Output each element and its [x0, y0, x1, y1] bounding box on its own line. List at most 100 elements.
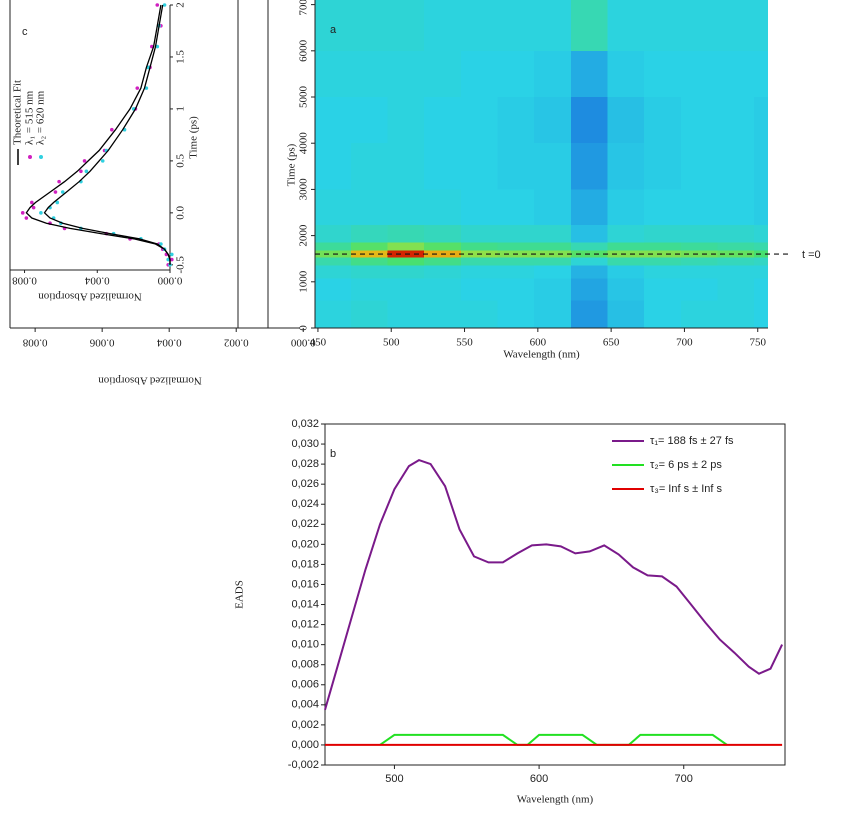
- heat-cell: [424, 97, 461, 144]
- data-point: [110, 127, 114, 132]
- y-tick-label: 0,032: [291, 418, 319, 430]
- heat-cell: [570, 257, 608, 266]
- heat-cell: [497, 50, 535, 98]
- heat-cell: [387, 265, 425, 279]
- y-tick-label: 0,026: [291, 478, 319, 490]
- y-tick-label: 0,022: [291, 518, 319, 530]
- heat-cell: [497, 97, 535, 144]
- legend-label: τ₁= 188 fs ± 27 fs: [650, 435, 734, 447]
- outer-tick-label: 0.002: [224, 336, 249, 348]
- heat-cell: [644, 97, 681, 144]
- heat-cell: [424, 143, 461, 190]
- heat-cell: [570, 242, 608, 251]
- legend-label: λ₂ = 620 nm: [35, 90, 47, 145]
- annotation: t =0: [802, 249, 821, 261]
- heat-cell: [497, 257, 535, 266]
- heat-cell: [460, 50, 498, 98]
- heat-cell: [350, 257, 388, 266]
- heat-cell: [534, 50, 571, 98]
- heat-cell: [460, 242, 498, 251]
- data-point: [53, 190, 58, 194]
- heat-cell: [534, 265, 571, 279]
- y-tick-label: 0,010: [291, 639, 319, 651]
- panel-label: b: [330, 448, 336, 460]
- legend-label: τ₃= Inf s ± Inf s: [650, 483, 723, 495]
- heat-cell: [315, 0, 351, 51]
- heat-cell: [460, 278, 498, 301]
- y-tick-label: 0,008: [291, 659, 319, 671]
- heat-cell: [644, 265, 681, 279]
- data-point: [20, 211, 25, 215]
- heat-cell: [387, 242, 425, 251]
- heat-cell: [497, 278, 535, 301]
- heat-cell: [424, 225, 461, 243]
- heat-cell: [387, 278, 425, 301]
- x-tick-label: 700: [676, 337, 693, 349]
- y-axis-label: Time (ps): [286, 143, 298, 186]
- x-tick-label: 2: [175, 2, 187, 8]
- outer-tick-label: 0.008: [22, 336, 47, 348]
- heat-cell: [460, 143, 498, 190]
- y-tick-label: 3000: [298, 178, 310, 201]
- heat-cell: [754, 50, 768, 98]
- heat-cell: [497, 189, 535, 226]
- heat-cell: [644, 250, 681, 258]
- heat-cell: [680, 265, 718, 279]
- heat-cell: [387, 50, 425, 98]
- x-tick-label: 0.0: [175, 205, 187, 219]
- heat-cell: [717, 242, 755, 251]
- heat-cell: [534, 300, 571, 328]
- y-tick-label: 5000: [298, 86, 310, 109]
- heat-cell: [497, 143, 535, 190]
- heat-cell: [754, 242, 768, 251]
- data-point: [100, 159, 105, 163]
- x-tick-label: 500: [385, 773, 403, 785]
- heat-cell: [534, 143, 571, 190]
- heat-cell: [315, 300, 351, 328]
- data-point: [170, 257, 174, 262]
- x-tick-label: -0.5: [175, 256, 187, 274]
- data-point: [31, 205, 36, 210]
- y-tick-label: 0: [298, 325, 310, 331]
- heat-cell: [534, 225, 571, 243]
- heat-cell: [460, 189, 498, 226]
- heat-cell: [497, 300, 535, 328]
- heat-cell: [424, 278, 461, 301]
- data-point: [55, 200, 60, 205]
- heat-cell: [387, 0, 425, 51]
- x-tick-label: 1.5: [175, 50, 187, 64]
- heat-cell: [387, 225, 425, 243]
- fit-curve: [25, 4, 171, 265]
- data-point: [82, 159, 87, 163]
- heat-cell: [754, 300, 768, 328]
- data-point: [162, 3, 167, 7]
- heat-cell: [460, 300, 498, 328]
- data-point: [168, 263, 172, 267]
- panel-c: -0.5 0.0 0.5 1 1.5 2 0.008 0.004 0.000 Time (ps) N…: [10, 2, 200, 302]
- heat-cell: [717, 250, 755, 258]
- heat-cell: [424, 300, 461, 328]
- x-tick-label: 600: [530, 773, 548, 785]
- heat-cell: [534, 257, 571, 266]
- heat-cell: [607, 50, 645, 98]
- heat-cell: [717, 225, 755, 243]
- outer-axis-label: Normalized Absorption: [98, 374, 202, 386]
- heat-cell: [680, 0, 718, 51]
- heat-cell: [315, 278, 351, 301]
- heat-cell: [717, 265, 755, 279]
- data-point: [79, 169, 83, 174]
- x-tick-label: 550: [456, 337, 473, 349]
- heat-cell: [570, 278, 608, 301]
- heat-cell: [350, 300, 388, 328]
- data-point: [30, 200, 34, 205]
- heat-cell: [644, 278, 681, 301]
- heat-cell: [754, 143, 768, 190]
- heat-cell: [315, 225, 351, 243]
- x-tick-label: 750: [749, 337, 766, 349]
- heat-cell: [315, 189, 351, 226]
- plot-frame: [324, 423, 786, 766]
- y-tick-label: 0,028: [291, 458, 319, 470]
- y-tick-label: 0,002: [291, 719, 319, 731]
- heat-cell: [717, 300, 755, 328]
